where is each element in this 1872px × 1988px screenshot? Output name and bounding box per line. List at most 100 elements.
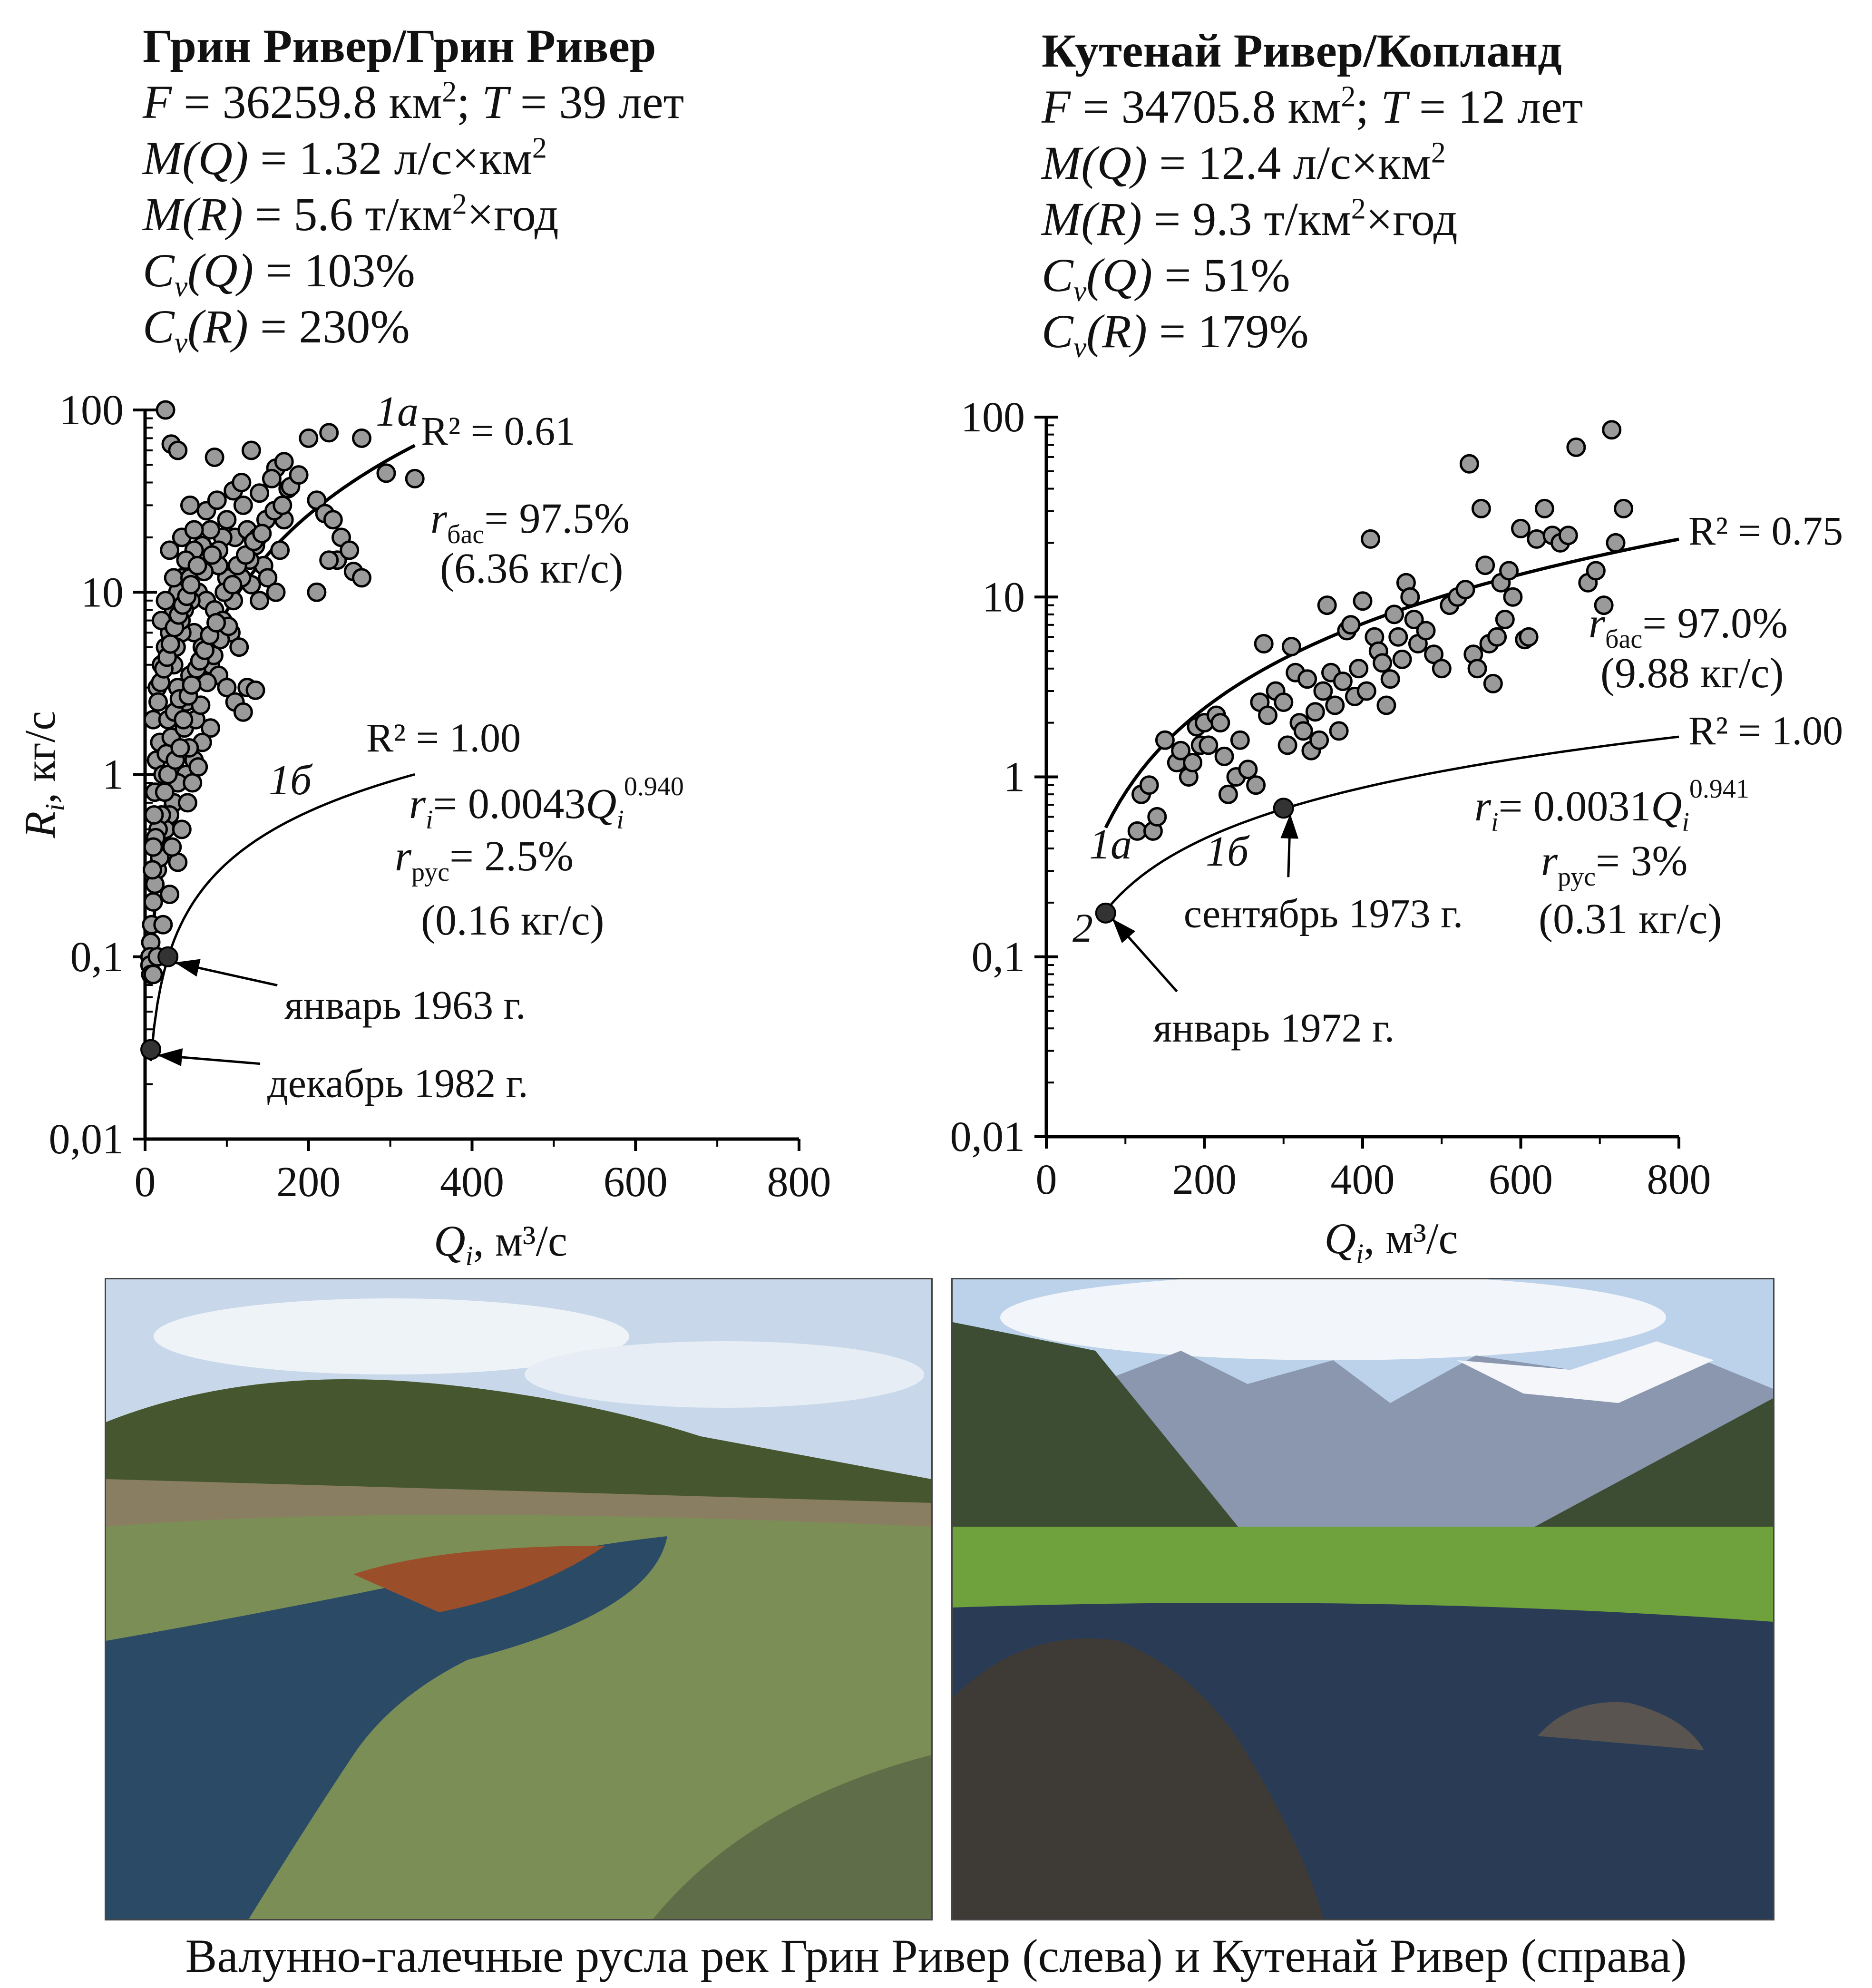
data-point: [1361, 529, 1381, 549]
data-point: [168, 440, 188, 460]
data-point: [201, 718, 220, 738]
left-cvq-value: 103%: [304, 244, 415, 297]
arrowhead: [1280, 814, 1299, 839]
cloud: [1000, 1279, 1666, 1360]
left-mq-value: 1.32: [299, 132, 382, 185]
data-point: [217, 510, 237, 530]
data-point: [1356, 681, 1376, 701]
x-axis-title: Qi, м³/с: [1325, 1214, 1458, 1269]
data-point: [299, 428, 319, 448]
x-tick-label: 400: [1331, 1156, 1395, 1203]
data-point: [1329, 721, 1349, 741]
y-tick-label: 0,01: [49, 1116, 124, 1163]
rrus-label: rрус= 2.5%: [395, 833, 574, 887]
data-point: [143, 965, 163, 984]
data-point: [1404, 610, 1424, 629]
x-tick-label: 0: [135, 1159, 156, 1206]
curve-1a-label: 1а: [376, 388, 419, 435]
rbas-flow: (6.36 кг/с): [440, 545, 624, 592]
x-tick-label: 600: [604, 1159, 668, 1206]
red-shrubs: [353, 1546, 605, 1612]
annotation-label: январь 1963 г.: [284, 982, 526, 1028]
data-point: [1503, 587, 1523, 607]
data-point: [1281, 637, 1301, 656]
data-point: [1594, 595, 1614, 615]
data-point: [1210, 713, 1230, 733]
data-point: [1527, 529, 1547, 549]
annotated-point: [1273, 798, 1294, 819]
data-point: [233, 495, 253, 515]
rrus-flow: (0.31 кг/с): [1539, 896, 1722, 943]
data-point: [1400, 587, 1420, 607]
data-point: [1483, 673, 1503, 693]
data-point: [1424, 644, 1444, 664]
data-point: [270, 540, 290, 560]
ri-coef: = 0.0043: [433, 780, 586, 828]
data-point: [217, 678, 237, 698]
data-point: [252, 524, 272, 544]
annotated-point: [1095, 902, 1116, 924]
data-point: [162, 837, 182, 857]
kootenai-river-landscape: [953, 1279, 1773, 1919]
data-point: [1475, 555, 1495, 575]
data-point: [323, 510, 343, 530]
ri-coef: = 0.0031: [1499, 783, 1651, 830]
kootenai-river-chart-lower-labels: (0.31 кг/с) 2: [1072, 896, 1722, 951]
data-point: [205, 448, 224, 467]
data-point: [262, 468, 282, 488]
rbas-value: = 97.0%: [1642, 600, 1788, 647]
data-point: [1511, 518, 1531, 538]
rrus-value: = 3%: [1596, 838, 1687, 885]
kootenai-river-photo: [951, 1278, 1774, 1920]
right-cvq-value: 51%: [1203, 249, 1290, 302]
data-point: [273, 495, 292, 515]
x-tick-label: 200: [276, 1159, 341, 1206]
data-point: [156, 400, 176, 420]
arrowhead: [157, 1048, 183, 1066]
data-point: [1586, 561, 1606, 581]
data-point: [1297, 669, 1317, 689]
data-point: [1349, 659, 1369, 679]
left-panel-header: Грин Ривер/Грин Ривер F = 36259.8 км2; T…: [143, 18, 684, 359]
x-tick-label: 200: [1172, 1156, 1237, 1203]
data-point: [1254, 634, 1274, 653]
data-point: [340, 540, 360, 560]
left-mr-value: 5.6: [293, 188, 353, 241]
trend-curve-1b: [149, 773, 415, 1062]
left-panel-mq-line: M(Q) = 1.32 л/с×км2: [143, 132, 547, 185]
left-years-value: 39: [559, 76, 607, 128]
right-mr-value: 9.3: [1192, 193, 1252, 245]
data-point: [1376, 695, 1396, 715]
left-panel-cvr-line: Cv(R) = 230%: [143, 300, 410, 359]
data-point: [1139, 775, 1159, 795]
data-point: [202, 545, 222, 565]
x-tick-label: 0: [1036, 1156, 1057, 1203]
y-tick-label: 100: [961, 394, 1025, 441]
data-point: [352, 428, 371, 448]
data-point: [250, 483, 270, 503]
data-point: [376, 463, 396, 483]
data-point: [181, 575, 201, 594]
snow-cap: [1457, 1341, 1714, 1403]
data-point: [1246, 775, 1266, 795]
data-point: [1602, 420, 1622, 440]
right-panel-title: Кутенай Ривер/Копланд: [1042, 24, 1562, 77]
ri-formula: ri= 0.0031Qi0.941: [1474, 774, 1749, 837]
data-point: [1258, 705, 1277, 725]
data-point: [1416, 621, 1436, 641]
rrus-label: rрус= 3%: [1541, 838, 1687, 892]
data-point: [232, 473, 252, 492]
data-point: [1155, 730, 1175, 750]
data-point: [1230, 730, 1250, 750]
right-panel-mq-line: M(Q) = 12.4 л/с×км2: [1042, 136, 1446, 189]
forested-slope-left: [953, 1322, 1238, 1546]
small-boulder: [1538, 1702, 1704, 1750]
cloud: [154, 1298, 629, 1374]
data-point: [207, 490, 227, 510]
y-tick-label: 100: [59, 387, 124, 434]
left-panel-cvq-line: Cv(Q) = 103%: [143, 244, 415, 303]
data-point: [1183, 753, 1203, 772]
data-point: [1432, 659, 1452, 679]
green-river-photo: [105, 1278, 933, 1920]
x-tick-label: 800: [767, 1159, 831, 1206]
